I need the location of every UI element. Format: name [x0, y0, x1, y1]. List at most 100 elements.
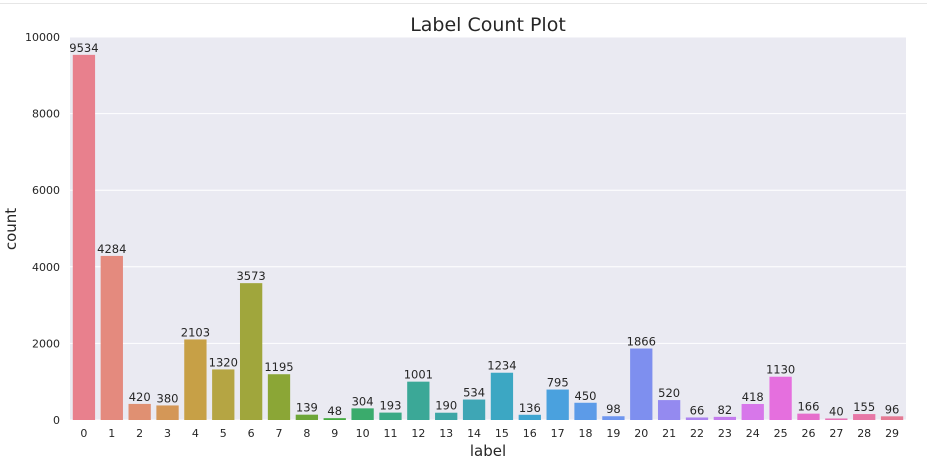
- x-tick-label: 8: [303, 427, 310, 440]
- y-tick-label: 10000: [25, 31, 60, 44]
- x-tick-label: 13: [439, 427, 453, 440]
- bar-15: [490, 372, 514, 420]
- bar-value-label: 136: [519, 401, 541, 415]
- bar-0: [72, 54, 96, 420]
- bar-7: [267, 374, 291, 420]
- bar-value-label: 139: [296, 401, 318, 415]
- x-tick-label: 28: [857, 427, 871, 440]
- bar-value-label: 9534: [69, 41, 98, 55]
- bar-value-label: 2103: [181, 325, 210, 339]
- bar-value-label: 155: [853, 400, 875, 414]
- bar-value-label: 380: [157, 391, 179, 405]
- x-tick-label: 5: [220, 427, 227, 440]
- x-tick-label: 22: [690, 427, 704, 440]
- bar-value-label: 1234: [487, 359, 516, 373]
- bar-value-label: 1195: [264, 360, 293, 374]
- bar-value-label: 450: [575, 389, 597, 403]
- bar-value-label: 534: [463, 386, 485, 400]
- bar-6: [239, 283, 263, 420]
- bar-value-label: 304: [352, 394, 374, 408]
- x-tick-label: 23: [718, 427, 732, 440]
- gridlines: [70, 36, 906, 421]
- x-tick-label: 29: [885, 427, 899, 440]
- bar-value-label: 520: [658, 386, 680, 400]
- x-tick-labels: 0 1 2 3 4 5 6 7 8 9 10 11 12 13 14 15 16 17 18 19 20 21 22 23 24…: [80, 427, 899, 440]
- x-tick-label: 21: [662, 427, 676, 440]
- bar-value-label: 40: [829, 404, 844, 418]
- x-tick-label: 12: [411, 427, 425, 440]
- x-tick-label: 14: [467, 427, 481, 440]
- x-tick-label: 24: [746, 427, 760, 440]
- bar-1: [100, 255, 123, 420]
- bar-2: [128, 403, 151, 420]
- x-tick-label: 20: [634, 427, 648, 440]
- x-tick-label: 0: [80, 427, 87, 440]
- x-tick-label: 15: [495, 427, 509, 440]
- bar-22: [685, 417, 709, 420]
- bar-value-label: 420: [129, 390, 151, 404]
- x-tick-label: 16: [523, 427, 537, 440]
- bar-value-label: 1320: [209, 355, 238, 369]
- x-tick-label: 18: [579, 427, 593, 440]
- bar-27: [825, 418, 848, 420]
- x-tick-label: 4: [192, 427, 199, 440]
- bar-9: [323, 418, 346, 420]
- bar-value-label: 3573: [236, 269, 265, 283]
- bar-value-label: 166: [797, 400, 819, 414]
- x-tick-label: 9: [331, 427, 338, 440]
- bar-3: [156, 405, 179, 420]
- bar-14: [462, 399, 486, 420]
- bar-19: [602, 416, 625, 420]
- bar-24: [741, 403, 764, 420]
- bar-17: [546, 389, 569, 420]
- bar-23: [713, 416, 737, 420]
- chart-title: Label Count Plot: [410, 14, 566, 36]
- bar-20: [630, 348, 653, 420]
- top-divider: [0, 3, 927, 4]
- bar-28: [853, 414, 876, 420]
- x-tick-label: 17: [551, 427, 565, 440]
- y-tick-label: 2000: [32, 337, 60, 350]
- bar-value-label: 82: [718, 403, 733, 417]
- x-tick-label: 27: [829, 427, 843, 440]
- bar-value-label: 1130: [766, 363, 795, 377]
- bar-value-labels: 9534 4284 420 380 2103 1320 3573 1195 139 48 304 19…: [69, 41, 899, 419]
- bar-value-label: 96: [885, 402, 900, 416]
- x-tick-label: 19: [606, 427, 620, 440]
- bar-11: [379, 412, 402, 420]
- x-tick-label: 11: [383, 427, 397, 440]
- x-tick-label: 3: [164, 427, 171, 440]
- x-tick-label: 2: [136, 427, 143, 440]
- bar-8: [295, 414, 319, 420]
- y-tick-label: 8000: [32, 108, 60, 121]
- x-tick-label: 6: [248, 427, 255, 440]
- x-tick-label: 25: [774, 427, 788, 440]
- bar-25: [769, 376, 792, 420]
- bar-value-label: 98: [606, 402, 621, 416]
- bar-value-label: 48: [327, 404, 342, 418]
- bar-4: [184, 339, 207, 420]
- bar-value-label: 66: [690, 403, 705, 417]
- bar-29: [880, 416, 904, 420]
- y-tick-labels: 0 2000 4000 6000 8000 10000: [25, 31, 60, 427]
- bar-18: [574, 402, 597, 420]
- bar-value-label: 418: [742, 390, 764, 404]
- bar-value-label: 1866: [627, 335, 656, 349]
- y-tick-label: 0: [53, 414, 60, 427]
- bar-21: [657, 400, 681, 420]
- x-tick-label: 1: [108, 427, 115, 440]
- bar-12: [407, 381, 430, 420]
- y-tick-label: 6000: [32, 184, 60, 197]
- bar-26: [797, 413, 820, 420]
- bar-16: [518, 414, 541, 420]
- plot-background: [70, 37, 906, 420]
- x-tick-label: 10: [356, 427, 370, 440]
- bar-value-label: 795: [547, 376, 569, 390]
- bar-value-label: 190: [435, 399, 457, 413]
- bar-value-label: 4284: [97, 242, 126, 256]
- bar-10: [351, 408, 374, 420]
- x-tick-label: 7: [276, 427, 283, 440]
- y-tick-label: 4000: [32, 261, 60, 274]
- y-axis-label: count: [2, 208, 20, 250]
